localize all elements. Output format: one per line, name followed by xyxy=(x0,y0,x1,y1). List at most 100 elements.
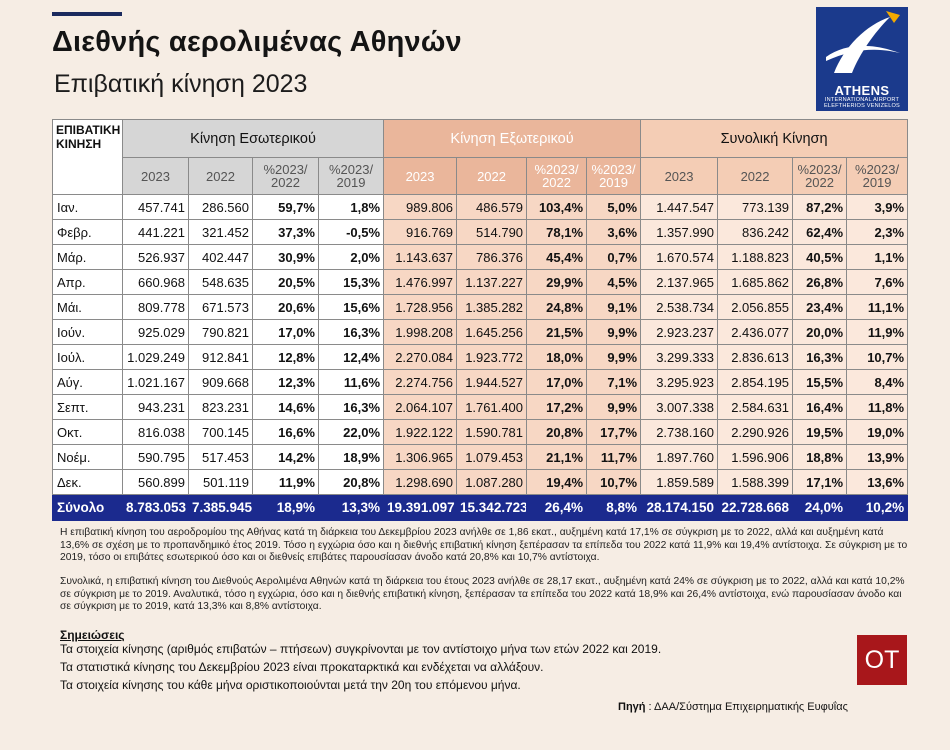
total-value-cell: 2.436.077 xyxy=(717,319,794,345)
total-value-cell: 11,1% xyxy=(846,294,909,320)
total-value-cell: 15,5% xyxy=(792,369,848,395)
international-value-cell: 24,8% xyxy=(526,294,588,320)
international-value-cell: 1.590.781 xyxy=(456,419,528,445)
summary-paragraph: Συνολικά, η επιβατική κίνηση του Διεθνού… xyxy=(60,576,905,613)
domestic-value-cell: 943.231 xyxy=(122,394,189,420)
total-value-cell: 10,7% xyxy=(846,344,909,370)
international-value-cell: 15.342.723 xyxy=(456,494,528,521)
table-row: Νοέμ. 590.795 517.453 14,2% 18,9% 1.306.965 1.… xyxy=(52,444,909,470)
domestic-value-cell: 560.899 xyxy=(122,469,189,495)
international-value-cell: 45,4% xyxy=(526,244,588,270)
domestic-subheader: 2023 xyxy=(122,157,189,195)
international-value-cell: 10,7% xyxy=(586,469,642,495)
total-value-cell: 17,1% xyxy=(792,469,848,495)
domestic-value-cell: 18,9% xyxy=(317,444,385,470)
international-value-cell: 1.137.227 xyxy=(456,269,528,295)
international-value-cell: 786.376 xyxy=(456,244,528,270)
total-value-cell: 8,4% xyxy=(846,369,909,395)
international-value-cell: 486.579 xyxy=(456,194,528,220)
month-cell: Ιούλ. xyxy=(52,344,123,370)
total-value-cell: 1.670.574 xyxy=(640,244,719,270)
international-value-cell: 19.391.097 xyxy=(383,494,458,521)
domestic-value-cell: 700.145 xyxy=(188,419,253,445)
table-row: Οκτ. 816.038 700.145 16,6% 22,0% 1.922.122 1.5… xyxy=(52,419,909,445)
total-value-cell: 3,9% xyxy=(846,194,909,220)
total-value-cell: 28.174.150 xyxy=(640,494,719,521)
table-row: Σεπτ. 943.231 823.231 14,6% 16,3% 2.064.107 1.… xyxy=(52,394,909,420)
athens-airport-logo: ATHENS INTERNATIONAL AIRPORT ELEFTHERIOS… xyxy=(816,7,908,111)
domestic-value-cell: 20,8% xyxy=(317,469,385,495)
total-value-cell: 3.007.338 xyxy=(640,394,719,420)
total-value-cell: 1.588.399 xyxy=(717,469,794,495)
total-value-cell: 836.242 xyxy=(717,219,794,245)
domestic-group-header: Κίνηση Εσωτερικού xyxy=(121,119,385,158)
total-value-cell: 1.188.823 xyxy=(717,244,794,270)
international-value-cell: 1.476.997 xyxy=(383,269,458,295)
total-value-cell: 2.137.965 xyxy=(640,269,719,295)
domestic-value-cell: 15,6% xyxy=(317,294,385,320)
total-value-cell: 11,9% xyxy=(846,319,909,345)
total-value-cell: 20,0% xyxy=(792,319,848,345)
total-value-cell: 1.685.862 xyxy=(717,269,794,295)
domestic-value-cell: 12,3% xyxy=(252,369,319,395)
domestic-value-cell: 912.841 xyxy=(188,344,253,370)
international-subheader: 2023 xyxy=(383,157,458,195)
international-value-cell: 0,7% xyxy=(586,244,642,270)
table-row: Δεκ. 560.899 501.119 11,9% 20,8% 1.298.690 1.0… xyxy=(52,469,909,495)
domestic-value-cell: 925.029 xyxy=(122,319,189,345)
international-value-cell: 1.645.256 xyxy=(456,319,528,345)
international-value-cell: 17,7% xyxy=(586,419,642,445)
domestic-value-cell: 909.668 xyxy=(188,369,253,395)
international-value-cell: 21,5% xyxy=(526,319,588,345)
domestic-value-cell: 8.783.053 xyxy=(122,494,189,521)
domestic-value-cell: 1.021.167 xyxy=(122,369,189,395)
international-value-cell: 1.385.282 xyxy=(456,294,528,320)
international-value-cell: 514.790 xyxy=(456,219,528,245)
total-value-cell: 2,3% xyxy=(846,219,909,245)
total-value-cell: 7,6% xyxy=(846,269,909,295)
international-value-cell: 5,0% xyxy=(586,194,642,220)
domestic-value-cell: 13,3% xyxy=(317,494,385,521)
international-value-cell: 1.306.965 xyxy=(383,444,458,470)
page-title: Διεθνής αερολιμένας Αθηνών xyxy=(52,26,462,58)
international-value-cell: 4,5% xyxy=(586,269,642,295)
domestic-value-cell: 15,3% xyxy=(317,269,385,295)
summary-paragraph: Η επιβατική κίνηση του αεροδρομίου της Α… xyxy=(60,527,908,564)
table-row: Φεβρ. 441.221 321.452 37,3% -0,5% 916.769 514.… xyxy=(52,219,909,245)
month-cell: Σεπτ. xyxy=(52,394,123,420)
total-value-cell: 19,0% xyxy=(846,419,909,445)
total-value-cell: 26,8% xyxy=(792,269,848,295)
table-row: Ιαν. 457.741 286.560 59,7% 1,8% 989.806 486.57… xyxy=(52,194,909,220)
total-value-cell: 22.728.668 xyxy=(717,494,794,521)
total-value-cell: 18,8% xyxy=(792,444,848,470)
domestic-value-cell: 823.231 xyxy=(188,394,253,420)
domestic-value-cell: 548.635 xyxy=(188,269,253,295)
international-value-cell: 18,0% xyxy=(526,344,588,370)
total-subheader: %2023/ 2019 xyxy=(846,157,909,195)
domestic-subheader: 2022 xyxy=(188,157,253,195)
note-item: Τα στοιχεία κίνησης του κάθε μήνα οριστι… xyxy=(60,678,521,692)
domestic-value-cell: 7.385.945 xyxy=(188,494,253,521)
international-value-cell: 1.944.527 xyxy=(456,369,528,395)
domestic-value-cell: 660.968 xyxy=(122,269,189,295)
international-value-cell: 78,1% xyxy=(526,219,588,245)
international-value-cell: 9,9% xyxy=(586,319,642,345)
month-cell: Οκτ. xyxy=(52,419,123,445)
month-cell: Νοέμ. xyxy=(52,444,123,470)
domestic-value-cell: 457.741 xyxy=(122,194,189,220)
total-value-cell: 1.447.547 xyxy=(640,194,719,220)
domestic-value-cell: 11,9% xyxy=(252,469,319,495)
total-value-cell: 3.299.333 xyxy=(640,344,719,370)
total-value-cell: 2.538.734 xyxy=(640,294,719,320)
domestic-value-cell: 37,3% xyxy=(252,219,319,245)
total-value-cell: 87,2% xyxy=(792,194,848,220)
total-value-cell: 10,2% xyxy=(846,494,909,521)
total-value-cell: 1.357.990 xyxy=(640,219,719,245)
international-subheader: 2022 xyxy=(456,157,528,195)
domestic-value-cell: 18,9% xyxy=(252,494,319,521)
domestic-value-cell: 17,0% xyxy=(252,319,319,345)
total-subheader: 2023 xyxy=(640,157,719,195)
total-subheader: 2022 xyxy=(717,157,794,195)
international-value-cell: 1.087.280 xyxy=(456,469,528,495)
total-value-cell: 24,0% xyxy=(792,494,848,521)
